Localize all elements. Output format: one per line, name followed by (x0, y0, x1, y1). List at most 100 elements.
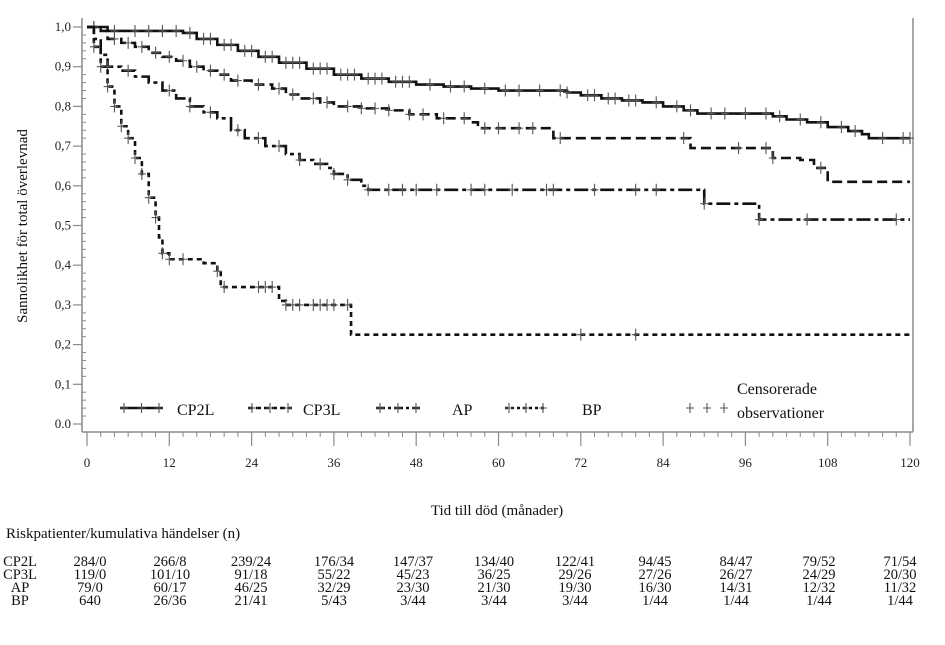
x-tick-label: 120 (900, 455, 920, 470)
censor-mark (288, 56, 297, 69)
censor-mark (631, 94, 640, 107)
risk-table-cell: 24/29 (802, 567, 836, 583)
censor-mark (542, 183, 551, 196)
censor-mark (556, 132, 565, 145)
legend-censor-mark (703, 403, 711, 413)
censor-mark (371, 72, 380, 85)
censor-mark (480, 122, 489, 135)
censor-mark (295, 153, 304, 166)
legend: CP2L CP3L AP BP Censorerade observationer (120, 381, 825, 422)
censor-mark (275, 140, 284, 153)
risk-table-cell: 119/0 (73, 567, 107, 583)
censor-mark (775, 110, 784, 123)
censor-mark (755, 213, 764, 226)
censor-mark (508, 183, 517, 196)
legend-item-cp3l: CP3L (248, 402, 340, 419)
censor-mark (700, 197, 709, 210)
censor-mark (734, 142, 743, 155)
x-tick-label: 24 (245, 455, 259, 470)
y-tick-label: 0,5 (55, 218, 71, 233)
y-tick-label: 0,3 (55, 297, 71, 312)
x-tick-label: 72 (574, 455, 587, 470)
censor-mark (247, 44, 256, 57)
x-axis-title: Tid till död (månader) (431, 503, 563, 519)
series-cp2l (87, 21, 914, 145)
risk-table-cell: 46/25 (234, 580, 268, 596)
censor-mark (460, 80, 469, 93)
risk-table-cell: 79/52 (802, 554, 836, 570)
censor-mark (329, 298, 338, 311)
legend-censor-mark (266, 403, 274, 413)
censor-mark (268, 50, 277, 63)
censor-mark (446, 80, 455, 93)
series-bp (87, 25, 910, 341)
risk-table-cell: 21/41 (234, 593, 268, 609)
censor-mark (124, 132, 133, 145)
risk-table-cell: 3/44 (562, 593, 588, 609)
censor-mark (604, 92, 613, 105)
y-tick-label: 0,2 (55, 337, 71, 352)
y-tick-label: 0,4 (55, 257, 72, 272)
censor-mark (906, 132, 914, 145)
risk-table-cell: 12/32 (802, 580, 836, 596)
censor-mark (803, 213, 812, 226)
censor-mark (323, 62, 332, 75)
censor-mark (131, 24, 140, 37)
censor-mark (892, 213, 901, 226)
risk-table-cell: 26/36 (153, 593, 187, 609)
risk-table-cell: 134/40 (473, 554, 515, 570)
risk-table-cell: 1/44 (806, 593, 832, 609)
risk-table-cell: 1/44 (642, 593, 668, 609)
risk-row-label: CP3L (3, 567, 37, 583)
censor-mark (425, 78, 434, 91)
censor-mark (158, 247, 167, 260)
risk-row-label: CP2L (3, 554, 37, 570)
x-tick-label: 36 (327, 455, 341, 470)
legend-censor-mark (120, 403, 128, 413)
censor-mark (796, 113, 805, 126)
axes: 0.0 0,1 0,2 0,3 0,4 0,5 0,6 0,7 0,8 0,9 1,0 0 12 24 36… (55, 18, 920, 470)
censor-mark (295, 298, 304, 311)
censor-mark (343, 298, 352, 311)
censor-mark (576, 328, 585, 341)
legend-censor-mark (137, 403, 146, 413)
censor-mark (124, 36, 133, 49)
censor-mark (377, 72, 386, 85)
censor-mark (316, 62, 325, 75)
risk-table-cell: 3/44 (481, 593, 507, 609)
y-tick-label: 1,0 (55, 19, 71, 34)
censor-mark (624, 94, 633, 107)
x-tick-label: 84 (657, 455, 671, 470)
risk-table-cell: 122/41 (554, 554, 596, 570)
censor-mark (227, 38, 236, 51)
legend-censor-mark (394, 403, 402, 413)
censor-mark (398, 183, 407, 196)
censor-mark (631, 328, 640, 341)
censor-mark (679, 132, 688, 145)
risk-table-cell: 5/43 (321, 593, 347, 609)
censor-mark (179, 54, 188, 67)
legend-label: Censorerade (737, 381, 817, 398)
censor-mark (233, 74, 242, 87)
x-tick-label: 96 (739, 455, 753, 470)
censor-mark (165, 50, 174, 63)
censor-mark (199, 32, 208, 45)
censor-mark (652, 96, 661, 109)
risk-table-row: AP 79/0 60/17 46/25 32/29 23/30 21/30 19/30 16/3… (6, 580, 941, 596)
legend-censor-mark (155, 403, 163, 413)
risk-table-cell: 91/18 (234, 567, 268, 583)
legend-censor-mark (686, 403, 694, 413)
censor-mark (816, 161, 825, 174)
censor-mark (309, 298, 318, 311)
risk-table-row: CP3L 119/0 101/10 91/18 55/22 45/23 36/25 29/26… (3, 567, 941, 583)
survival-curves (87, 21, 914, 341)
censor-mark (460, 112, 469, 125)
censor-mark (124, 64, 133, 77)
censor-mark (652, 183, 661, 196)
censor-mark (707, 107, 716, 120)
censor-mark (316, 157, 325, 170)
censor-mark (288, 88, 297, 101)
censor-mark (220, 68, 229, 81)
censor-mark (549, 183, 558, 196)
censor-mark (563, 86, 572, 99)
